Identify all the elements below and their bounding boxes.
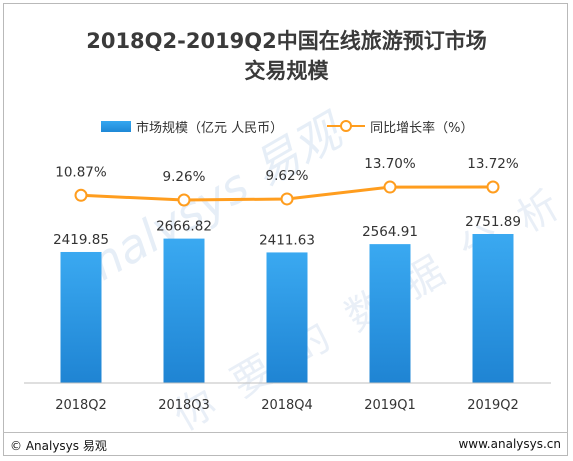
growth-rate-point bbox=[280, 192, 294, 206]
chart-title-line2: 交易规模 bbox=[244, 59, 329, 83]
bar-value-label: 2564.91 bbox=[362, 224, 418, 240]
bar-value-label: 2751.89 bbox=[465, 214, 521, 230]
x-tick-label: 2019Q1 bbox=[364, 398, 416, 413]
chart-legend: 市场规模（亿元 人民币） 同比增长率（%） bbox=[101, 116, 474, 136]
chart-title-line1: 2018Q2-2019Q2中国在线旅游预订市场 bbox=[86, 29, 487, 53]
bar-2018Q2 bbox=[60, 251, 102, 383]
growth-rate-point bbox=[383, 180, 397, 194]
footer-copyright: © Analysys 易观 bbox=[10, 439, 107, 453]
legend-bar-swatch bbox=[101, 120, 131, 132]
growth-rate-point bbox=[177, 193, 191, 207]
growth-rate-label: 13.72% bbox=[467, 156, 519, 172]
x-tick-label: 2019Q2 bbox=[467, 398, 519, 413]
footer-website: www.analysys.cn bbox=[458, 437, 561, 451]
bar-2019Q2 bbox=[472, 234, 514, 383]
growth-rate-label: 9.62% bbox=[266, 168, 309, 184]
bar-value-label: 2666.82 bbox=[156, 219, 212, 235]
growth-rate-label: 9.26% bbox=[163, 169, 206, 185]
growth-rate-point bbox=[74, 188, 88, 202]
x-tick-label: 2018Q4 bbox=[261, 398, 313, 413]
growth-rate-label: 10.87% bbox=[55, 164, 107, 180]
legend-bar-label: 市场规模（亿元 人民币） bbox=[136, 120, 284, 136]
bar-2018Q3 bbox=[163, 238, 205, 383]
bar-value-label: 2419.85 bbox=[53, 232, 109, 248]
growth-rate-label: 13.70% bbox=[364, 156, 416, 172]
footer-divider bbox=[3, 432, 568, 433]
x-tick-label: 2018Q2 bbox=[55, 398, 107, 413]
legend-line-label: 同比增长率（%） bbox=[370, 120, 474, 136]
bar-value-label: 2411.63 bbox=[259, 232, 315, 248]
bar-2019Q1 bbox=[369, 244, 411, 383]
x-tick-label: 2018Q3 bbox=[158, 398, 210, 413]
legend-line-swatch bbox=[327, 120, 366, 132]
bar-2018Q4 bbox=[266, 252, 308, 383]
chart-title: 2018Q2-2019Q2中国在线旅游预订市场 交易规模 bbox=[0, 26, 573, 86]
growth-rate-point bbox=[486, 180, 500, 194]
